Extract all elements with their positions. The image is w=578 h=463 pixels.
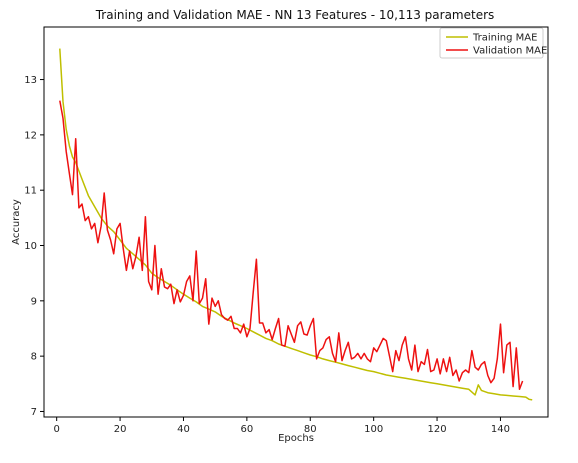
legend: Training MAE Validation MAE bbox=[439, 27, 547, 59]
chart-title: Training and Validation MAE - NN 13 Feat… bbox=[95, 8, 495, 22]
x-tick-label: 40 bbox=[177, 424, 190, 435]
x-axis-label: Epochs bbox=[278, 433, 314, 444]
plot-series bbox=[59, 48, 533, 401]
x-tick-label: 140 bbox=[491, 424, 510, 435]
y-tick-label: 13 bbox=[24, 75, 37, 86]
x-tick-label: 20 bbox=[114, 424, 127, 435]
y-tick-label: 10 bbox=[24, 241, 37, 252]
y-tick-label: 12 bbox=[24, 130, 37, 141]
series-line-validation-mae bbox=[59, 100, 524, 391]
y-tick-label: 11 bbox=[24, 186, 37, 197]
x-tick-label: 100 bbox=[364, 424, 383, 435]
legend-label-training-mae: Training MAE bbox=[472, 33, 537, 44]
x-tick-label: 60 bbox=[241, 424, 254, 435]
y-tick-label: 8 bbox=[31, 352, 37, 363]
series-line-training-mae bbox=[59, 48, 533, 401]
x-tick-label: 120 bbox=[428, 424, 447, 435]
y-axis: 7 8 9 10 11 12 13 bbox=[24, 75, 44, 418]
plot-frame bbox=[43, 26, 549, 418]
x-axis: 0 20 40 60 80 100 120 140 bbox=[53, 417, 510, 435]
y-tick-label: 9 bbox=[31, 296, 37, 307]
x-tick-label: 0 bbox=[53, 424, 59, 435]
y-tick-label: 7 bbox=[31, 407, 37, 418]
x-tick-label: 80 bbox=[304, 424, 317, 435]
legend-label-validation-mae: Validation MAE bbox=[473, 46, 547, 57]
y-axis-label: Accuracy bbox=[11, 199, 22, 245]
